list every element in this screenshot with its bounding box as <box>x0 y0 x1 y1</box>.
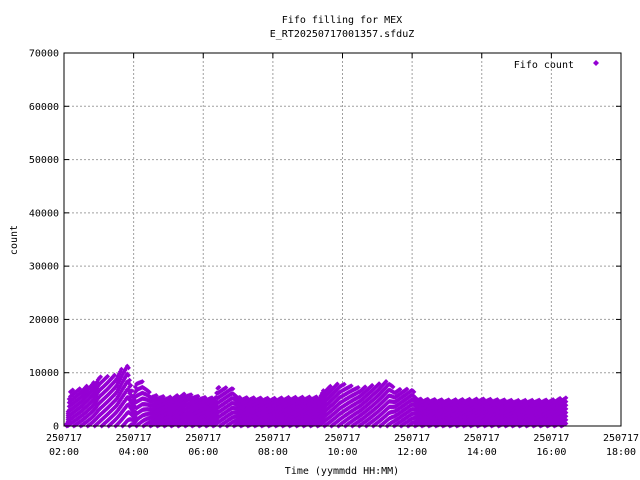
data-point <box>563 395 569 401</box>
y-tick-label: 20000 <box>29 315 59 326</box>
data-point <box>230 386 236 392</box>
data-point <box>369 382 375 388</box>
data-point <box>127 377 133 383</box>
data-point <box>223 385 229 391</box>
data-point <box>216 384 222 390</box>
data-point <box>355 385 361 391</box>
x-tick-date: 250717 <box>324 433 360 444</box>
data-point <box>563 402 569 408</box>
x-tick-time: 06:00 <box>188 447 218 458</box>
data-point <box>404 386 410 392</box>
y-axis-ticks: 0 10000 20000 30000 40000 50000 60000 70000 <box>29 49 621 433</box>
data-point <box>390 384 396 390</box>
data-point <box>563 421 569 427</box>
data-point <box>334 381 340 387</box>
data-point <box>563 399 569 405</box>
y-tick-label: 0 <box>53 422 59 433</box>
x-tick-date: 250717 <box>116 433 152 444</box>
y-tick-label: 50000 <box>29 155 59 166</box>
data-point <box>128 382 134 388</box>
x-tick-time: 02:00 <box>49 447 79 458</box>
x-tick-time: 04:00 <box>119 447 149 458</box>
x-tick-date: 250717 <box>46 433 82 444</box>
x-tick-date: 250717 <box>603 433 639 444</box>
grid-lines <box>64 53 621 426</box>
y-tick-label: 60000 <box>29 102 59 113</box>
data-point <box>563 406 569 412</box>
data-point <box>105 373 111 379</box>
data-point <box>383 379 389 385</box>
data-point <box>125 365 131 371</box>
data-point <box>146 389 152 395</box>
data-point <box>563 413 569 419</box>
x-tick-date: 250717 <box>464 433 500 444</box>
data-point <box>376 381 382 387</box>
x-tick-date: 250717 <box>185 433 221 444</box>
chart-subtitle: E_RT20250717001357.sfduZ <box>270 29 415 40</box>
data-point <box>563 417 569 423</box>
chart-title: Fifo filling for MEX <box>282 15 402 26</box>
x-tick-date: 250717 <box>533 433 569 444</box>
x-tick-time: 16:00 <box>536 447 566 458</box>
data-point <box>341 381 347 387</box>
x-tick-time: 18:00 <box>606 447 636 458</box>
legend-marker <box>593 60 599 66</box>
y-axis-label: count <box>9 225 20 255</box>
data-point <box>98 374 104 380</box>
data-point <box>563 410 569 416</box>
data-point <box>411 389 417 395</box>
y-tick-label: 40000 <box>29 208 59 219</box>
data-point <box>125 372 131 378</box>
y-tick-label: 30000 <box>29 262 59 273</box>
x-tick-date: 250717 <box>394 433 430 444</box>
x-tick-time: 14:00 <box>467 447 497 458</box>
plot-frame <box>63 52 622 427</box>
y-tick-label: 70000 <box>29 49 59 60</box>
y-tick-label: 10000 <box>29 368 59 379</box>
x-tick-date: 250717 <box>255 433 291 444</box>
fifo-count-points <box>64 363 569 429</box>
x-axis-label: Time (yymmdd HH:MM) <box>285 466 399 477</box>
x-tick-time: 10:00 <box>327 447 357 458</box>
legend-label: Fifo count <box>514 60 574 71</box>
x-tick-time: 12:00 <box>397 447 427 458</box>
x-tick-time: 08:00 <box>258 447 288 458</box>
data-point <box>397 386 403 392</box>
data-point <box>139 379 145 385</box>
data-point <box>362 384 368 390</box>
data-point <box>348 383 354 389</box>
